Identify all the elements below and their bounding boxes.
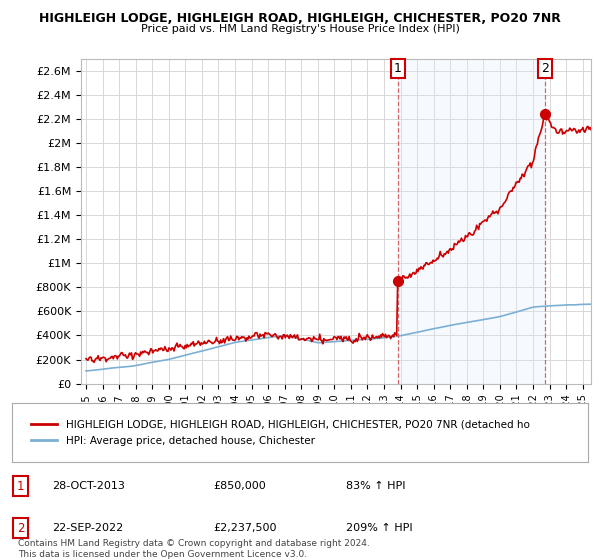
Text: 2: 2 bbox=[541, 62, 549, 75]
Bar bbox=[398, 59, 545, 384]
Text: Contains HM Land Registry data © Crown copyright and database right 2024.
This d: Contains HM Land Registry data © Crown c… bbox=[18, 539, 370, 559]
Text: 1: 1 bbox=[17, 479, 25, 493]
Legend: HIGHLEIGH LODGE, HIGHLEIGH ROAD, HIGHLEIGH, CHICHESTER, PO20 7NR (detached ho, H: HIGHLEIGH LODGE, HIGHLEIGH ROAD, HIGHLEI… bbox=[23, 411, 538, 454]
Text: 1: 1 bbox=[394, 62, 402, 75]
Text: 83% ↑ HPI: 83% ↑ HPI bbox=[346, 481, 406, 491]
Text: 209% ↑ HPI: 209% ↑ HPI bbox=[346, 523, 413, 533]
Text: HIGHLEIGH LODGE, HIGHLEIGH ROAD, HIGHLEIGH, CHICHESTER, PO20 7NR: HIGHLEIGH LODGE, HIGHLEIGH ROAD, HIGHLEI… bbox=[39, 12, 561, 25]
Text: 28-OCT-2013: 28-OCT-2013 bbox=[52, 481, 125, 491]
Text: Price paid vs. HM Land Registry's House Price Index (HPI): Price paid vs. HM Land Registry's House … bbox=[140, 24, 460, 34]
Text: £850,000: £850,000 bbox=[214, 481, 266, 491]
Text: £2,237,500: £2,237,500 bbox=[214, 523, 277, 533]
Text: 22-SEP-2022: 22-SEP-2022 bbox=[52, 523, 124, 533]
Text: 2: 2 bbox=[17, 521, 25, 535]
